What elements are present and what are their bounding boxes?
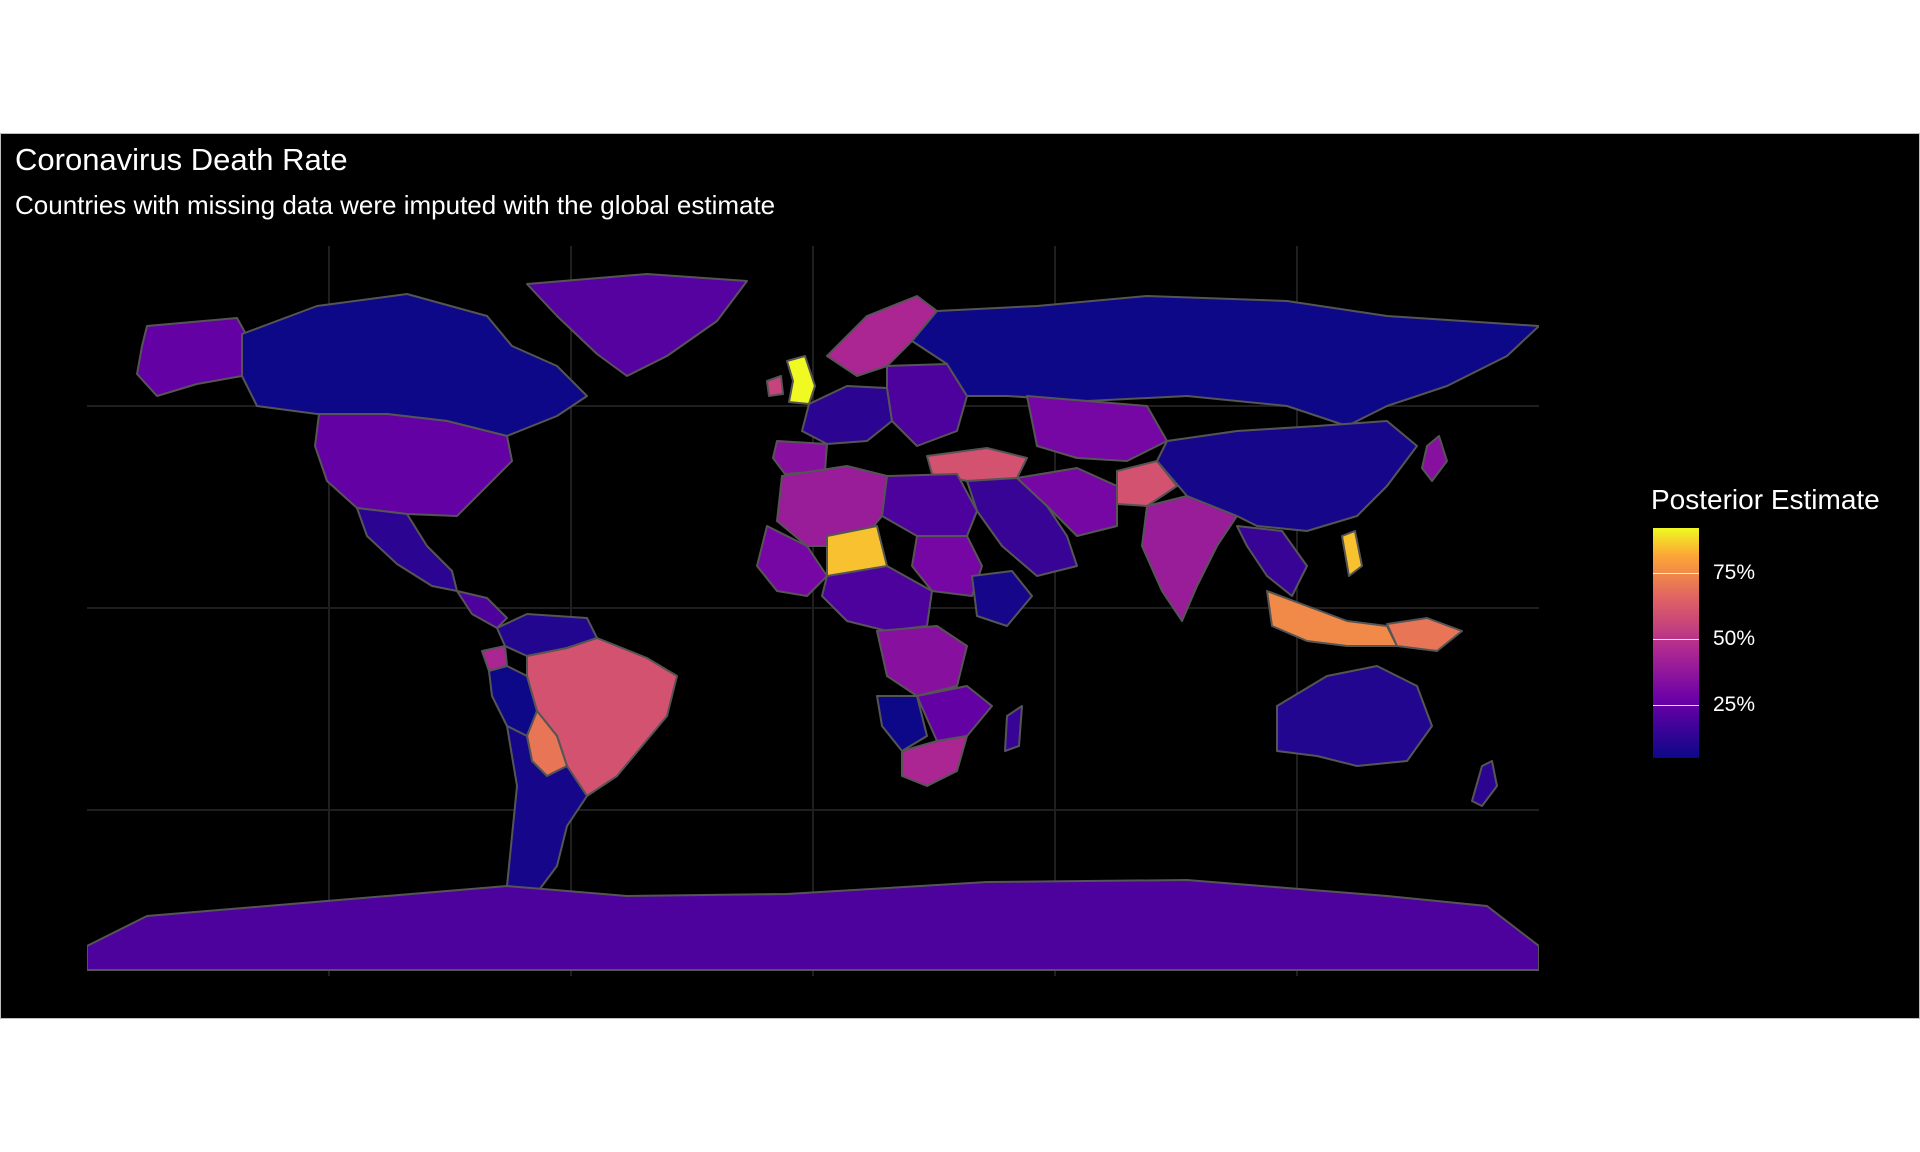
world-map [87,246,1539,976]
region-southern-africa [916,685,993,742]
region-canada [241,293,588,437]
region-afghanistan [1116,460,1178,507]
region-iberia [772,440,828,475]
region-new-guinea [1386,617,1463,652]
legend-colorbar [1653,528,1699,758]
region-indonesia [1266,590,1398,647]
region-kazakhstan [1026,395,1168,462]
region-usa [314,413,513,517]
legend-tick-label: 25% [1713,693,1756,717]
region-madagascar [1004,705,1023,752]
region-alaska [136,317,248,397]
region-greenland [526,273,748,377]
legend-title: Posterior Estimate [1651,484,1880,515]
region-new-zealand [1471,760,1498,807]
region-western-europe [801,385,893,445]
region-australia [1276,665,1433,767]
region-namibia [876,695,928,752]
map-title: Coronavirus Death Rate [15,142,348,177]
legend-tick [1653,572,1699,574]
region-central-america [456,590,508,629]
countries [87,273,1539,971]
region-philippines [1341,530,1363,577]
legend-tick [1653,639,1699,641]
map-panel: Coronavirus Death Rate Countries with mi… [0,133,1920,1019]
region-uk [786,355,816,405]
region-drc [876,625,968,697]
region-antarctica [87,879,1539,971]
region-egypt-libya [881,473,978,537]
legend-tick-label: 50% [1713,627,1756,651]
legend: Posterior Estimate 75% 50% 25% [1651,484,1911,784]
legend-tick [1653,705,1699,707]
region-japan [1421,435,1448,482]
region-ethiopia [971,570,1033,627]
region-ireland [766,375,784,397]
legend-tick-label: 75% [1713,560,1756,584]
region-russia [911,295,1539,427]
region-iran [1016,467,1118,537]
region-china [1156,420,1418,532]
region-southeast-asia [1236,525,1308,597]
region-sudan [911,535,983,597]
map-subtitle: Countries with missing data were imputed… [15,190,776,220]
region-india [1141,495,1238,622]
region-mexico [356,507,458,592]
region-argentina-chile [506,725,588,907]
region-south-africa [901,735,968,787]
region-west-africa [756,525,828,597]
region-central-africa [821,565,933,632]
